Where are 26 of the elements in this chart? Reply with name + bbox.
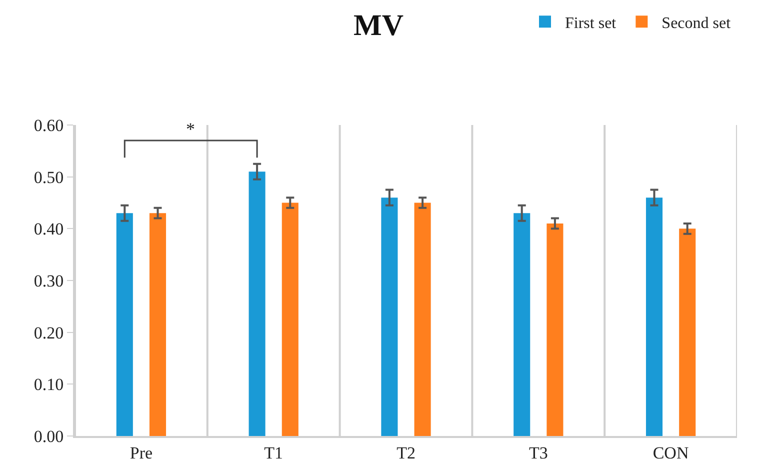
x-tick-label: T1 (264, 443, 284, 462)
bar (646, 198, 663, 436)
y-tick-label: 0.40 (34, 220, 64, 239)
bar (282, 202, 298, 436)
x-tick-label: CON (652, 443, 689, 462)
bar (546, 223, 564, 436)
legend-label: Second set (662, 14, 732, 32)
bar (679, 228, 696, 436)
bar (116, 213, 133, 436)
y-tick-label: 0.10 (34, 375, 64, 394)
bar (248, 172, 266, 436)
bar (414, 202, 431, 436)
bar (514, 213, 530, 436)
y-tick-label: 0.00 (34, 426, 64, 446)
bar (381, 198, 398, 436)
y-tick-label: 0.20 (34, 323, 64, 342)
x-tick-label: T2 (396, 443, 416, 462)
legend-label: First set (565, 14, 617, 32)
annotation: * (186, 119, 195, 139)
y-tick-label: 0.50 (34, 168, 64, 187)
bar (149, 213, 166, 436)
y-tick-label: 0.30 (34, 271, 64, 290)
y-tick-label: 0.60 (34, 116, 64, 135)
x-tick-label: T3 (528, 443, 548, 462)
x-tick-label: Pre (130, 443, 153, 462)
chart-title: MV (354, 9, 404, 42)
